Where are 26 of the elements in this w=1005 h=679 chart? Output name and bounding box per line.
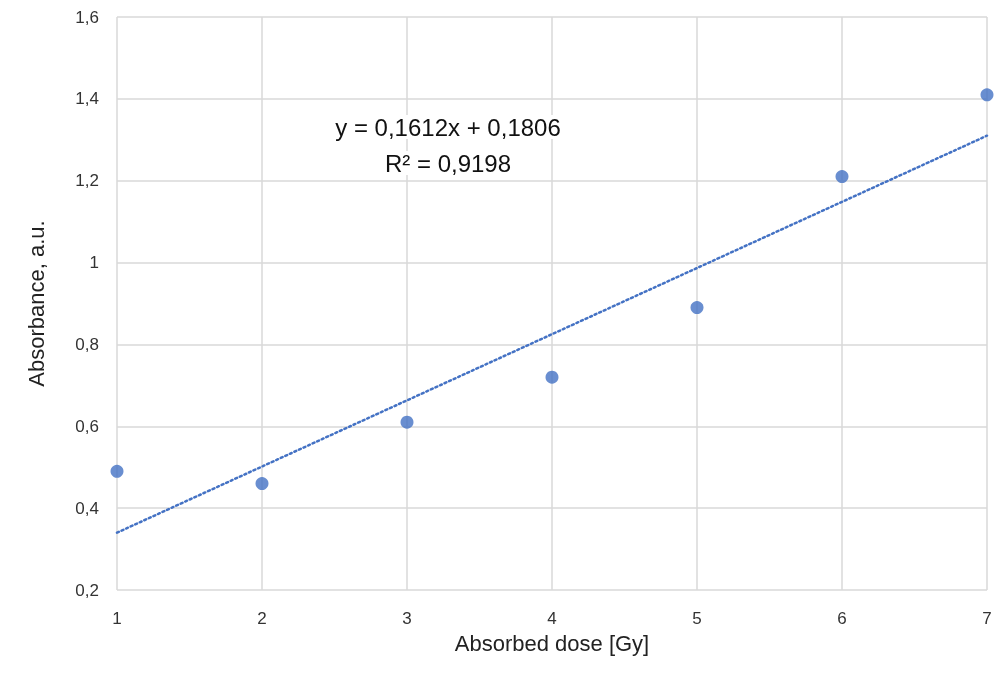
x-axis-title: Absorbed dose [Gy] <box>454 630 650 656</box>
y-tick-label: 0,8 <box>75 334 99 354</box>
annotation: y = 0,1612x + 0,1806 <box>335 113 561 141</box>
y-tick-label: 1 <box>89 253 99 273</box>
y-tick-label: 1,6 <box>75 7 99 27</box>
x-tick-label: 5 <box>692 609 702 628</box>
y-tick-label: 0,6 <box>75 416 99 436</box>
point <box>545 370 559 384</box>
x-tick-label: 1 <box>112 609 122 628</box>
y-tick-label: 0,4 <box>75 498 99 518</box>
point <box>690 301 704 315</box>
x-tick-label: 4 <box>547 609 557 628</box>
point <box>835 170 849 184</box>
y-axis-title: Absorbance, a.u. <box>23 220 49 387</box>
y-tick-label: 1,2 <box>75 171 99 191</box>
point <box>980 88 994 102</box>
x-tick-label: 6 <box>837 609 847 628</box>
point <box>110 464 124 478</box>
annotation: R² = 0,9198 <box>384 149 512 177</box>
point <box>255 477 269 491</box>
x-tick-label: 3 <box>402 609 412 628</box>
y-tick-label: 1,4 <box>75 89 99 109</box>
point <box>400 415 414 429</box>
y-tick-label: 0,2 <box>75 580 99 600</box>
x-tick-label: 7 <box>982 609 992 628</box>
x-tick-label: 2 <box>257 609 267 628</box>
